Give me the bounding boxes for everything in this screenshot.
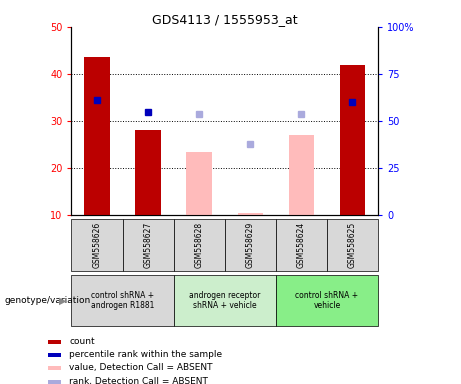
Bar (48, 380, 61, 384)
Text: control shRNA +
androgen R1881: control shRNA + androgen R1881 (91, 291, 154, 310)
Text: rank, Detection Call = ABSENT: rank, Detection Call = ABSENT (69, 377, 208, 384)
Bar (174, 219, 225, 271)
Bar (327, 219, 378, 271)
Bar (289, 135, 314, 215)
Bar (225, 219, 276, 271)
Text: genotype/variation: genotype/variation (5, 296, 91, 305)
Text: GSM558629: GSM558629 (246, 222, 255, 268)
Text: percentile rank within the sample: percentile rank within the sample (69, 350, 222, 359)
Text: ▶: ▶ (59, 295, 67, 306)
Text: count: count (69, 337, 95, 346)
Bar (48, 366, 61, 369)
Bar (136, 131, 161, 215)
Bar (186, 152, 212, 215)
Text: value, Detection Call = ABSENT: value, Detection Call = ABSENT (69, 363, 213, 372)
Text: GSM558626: GSM558626 (93, 222, 101, 268)
Text: GSM558624: GSM558624 (297, 222, 306, 268)
Bar (48, 353, 61, 357)
Text: GSM558625: GSM558625 (348, 222, 357, 268)
Title: GDS4113 / 1555953_at: GDS4113 / 1555953_at (152, 13, 297, 26)
Bar (276, 275, 378, 326)
Bar (123, 219, 174, 271)
Text: GSM558627: GSM558627 (143, 222, 153, 268)
Text: control shRNA +
vehicle: control shRNA + vehicle (296, 291, 359, 310)
Bar (84, 58, 110, 215)
Bar (237, 213, 263, 215)
Text: androgen receptor
shRNA + vehicle: androgen receptor shRNA + vehicle (189, 291, 260, 310)
Bar (340, 65, 365, 215)
Bar (276, 219, 327, 271)
Text: GSM558628: GSM558628 (195, 222, 204, 268)
Bar (174, 275, 276, 326)
Bar (71, 219, 123, 271)
Bar (48, 340, 61, 344)
Bar (71, 275, 174, 326)
